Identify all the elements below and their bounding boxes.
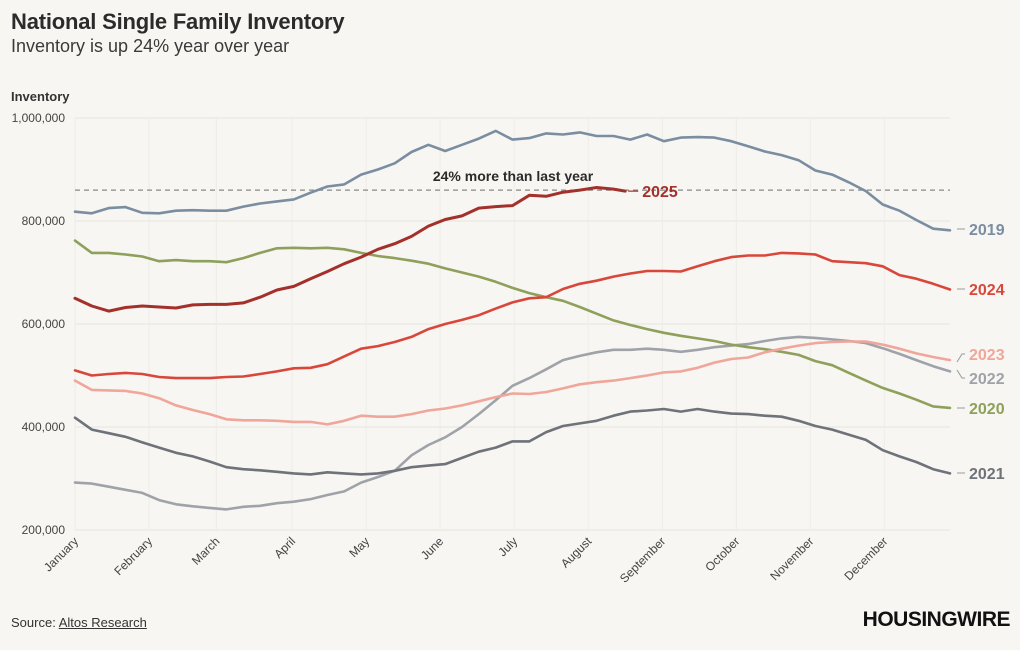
source-label: Source: xyxy=(11,615,56,630)
source-link[interactable]: Altos Research xyxy=(58,615,147,630)
x-tick-label: March xyxy=(189,534,222,567)
series-line-2021 xyxy=(73,407,952,476)
x-tick-label: September xyxy=(617,534,668,585)
x-tick-label: December xyxy=(841,534,890,583)
y-tick-label: 200,000 xyxy=(22,523,66,537)
series-line-2019 xyxy=(73,129,952,232)
x-tick-label: October xyxy=(702,534,742,574)
x-tick-label: May xyxy=(346,534,372,560)
chart-title: National Single Family Inventory xyxy=(11,9,345,34)
x-tick-label: February xyxy=(111,534,155,578)
series-label-2019: 2019 xyxy=(969,222,1005,239)
series-label-2025: 2025 xyxy=(642,184,678,201)
series-leader-2022 xyxy=(956,369,965,379)
series-line-2020 xyxy=(73,239,952,410)
series-leader-2023 xyxy=(956,353,965,363)
x-tick-label: April xyxy=(271,534,298,561)
brand-logo: HOUSINGWIRE xyxy=(862,608,1011,631)
x-tick-label: January xyxy=(41,534,81,574)
x-tick-label: July xyxy=(495,534,520,559)
series-line-2024 xyxy=(73,251,952,380)
series-label-2022: 2022 xyxy=(969,371,1005,388)
y-tick-label: 600,000 xyxy=(22,317,66,331)
series-line-2025 xyxy=(73,186,627,313)
series-label-2023: 2023 xyxy=(969,347,1005,364)
x-tick-label: August xyxy=(558,534,595,571)
source-note: Source: Altos Research xyxy=(11,615,147,630)
reference-line-label: 24% more than last year xyxy=(433,168,594,184)
series-line-2023 xyxy=(73,340,952,426)
series-label-2024: 2024 xyxy=(969,282,1005,299)
y-tick-label: 400,000 xyxy=(22,420,66,434)
x-tick-label: June xyxy=(418,534,447,563)
series-label-2020: 2020 xyxy=(969,401,1005,418)
series-label-2021: 2021 xyxy=(969,466,1005,483)
y-tick-label: 1,000,000 xyxy=(12,111,66,125)
chart-subtitle: Inventory is up 24% year over year xyxy=(11,36,290,56)
series-line-2022 xyxy=(73,335,952,511)
x-tick-label: November xyxy=(767,534,816,583)
y-axis-label: Inventory xyxy=(11,89,70,104)
y-tick-label: 800,000 xyxy=(22,214,66,228)
